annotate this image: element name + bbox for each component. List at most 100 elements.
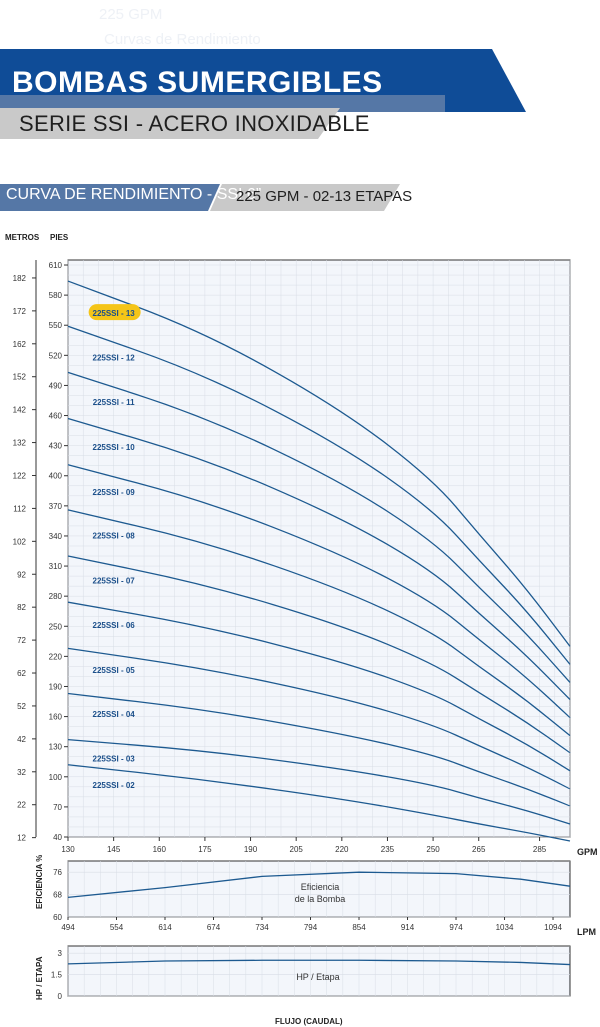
chart-annotation: HP / Etapa [296,972,339,982]
series-label: 225SSI - 08 [93,532,136,541]
hp-axis-label: HP / ETAPA [35,956,44,1000]
plot-area [67,945,571,997]
tick-label-y: 1.5 [51,971,63,980]
faint-title: 225 GPM [99,6,163,23]
banner-gray-band [0,108,340,139]
tick-label-meters: 162 [13,340,27,349]
tick-label-meters: 72 [17,636,26,645]
series-label: 225SSI - 07 [93,576,136,585]
series-label: 225SSI - 10 [93,443,136,452]
performance-chart: METROS PIES GPM 40 70 100 130 160 190 220 250 28… [5,233,598,857]
series-label: 225SSI - 09 [93,488,136,497]
tick-label-feet: 310 [49,562,63,571]
tick-label-lpm: 734 [255,923,269,932]
tick-label-meters: 92 [17,570,26,579]
curve-225ssi-08 [67,509,571,737]
curve-225ssi-06 [67,601,571,772]
tick-label-meters: 182 [13,274,27,283]
tick-label-y: 0 [58,992,63,1001]
chart-annotation: Eficiencia [301,882,340,892]
tick-label-feet: 190 [49,682,63,691]
curve-225ssi-02 [67,764,571,842]
tick-label-gpm: 175 [198,845,212,854]
series-label: 225SSI - 06 [93,621,136,630]
tick-label-meters: 142 [13,406,27,415]
tick-label-meters: 32 [17,768,26,777]
section-left-band [0,184,220,211]
tick-label-gpm: 250 [426,845,440,854]
curve-225ssi-07 [67,555,571,754]
tick-label-feet: 130 [49,743,63,752]
tick-label-lpm: 494 [61,923,75,932]
tick-label-gpm: 145 [107,845,121,854]
tick-label-feet: 220 [49,652,63,661]
tick-label-gpm: 265 [472,845,486,854]
series-label: 225SSI - 04 [93,710,136,719]
tick-label-feet: 370 [49,502,63,511]
chart-annotation: de la Bomba [295,894,346,904]
tick-label-lpm: 794 [304,923,318,932]
tick-label-lpm: 554 [110,923,124,932]
x-axis-title: FLUJO (CAUDAL) [275,1017,343,1026]
hp-chart: HP / ETAPA FLUJO (CAUDAL) 0 1.5 3 HP / Eta… [35,945,571,1026]
curve-225ssi-13 [67,280,571,647]
tick-label-feet: 430 [49,442,63,451]
tick-label-gpm: 160 [153,845,167,854]
curve-225ssi-12 [67,325,571,665]
tick-label-meters: 22 [17,801,26,810]
x-axis-unit-gpm: GPM [577,847,598,857]
curve-225ssi-04 [67,692,571,807]
y-axis-label-meters: METROS [5,233,40,242]
tick-label-feet: 580 [49,291,63,300]
tick-label-gpm: 130 [61,845,75,854]
tick-label-gpm: 235 [381,845,395,854]
section-title: CURVA DE RENDIMIENTO - SSI 6” [6,186,262,203]
tick-label-lpm: 854 [352,923,366,932]
tick-label-y: 60 [53,913,62,922]
section-range: 225 GPM - 02-13 ETAPAS [236,188,413,205]
tick-label-meters: 42 [17,735,26,744]
curve-225ssi-11 [67,371,571,683]
tick-label-feet: 400 [49,472,63,481]
tick-label-y: 68 [53,891,62,900]
tick-label-feet: 40 [53,833,62,842]
efficiency-axis-label: EFICIENCIA % [35,855,44,909]
series-label: 225SSI - 02 [93,781,136,790]
tick-label-lpm: 914 [401,923,415,932]
tick-label-meters: 62 [17,669,26,678]
tick-label-feet: 490 [49,381,63,390]
curve-225ssi-09 [67,464,571,719]
curve-line [67,871,571,899]
tick-label-feet: 280 [49,592,63,601]
tick-label-meters: 112 [13,504,26,513]
section-right-band [210,184,400,211]
y-axis-label-feet: PIES [50,233,69,242]
curve-225ssi-10 [67,417,571,700]
series-label: 225SSI - 13 [93,309,136,318]
tick-label-gpm: 190 [244,845,258,854]
tick-label-gpm: 205 [290,845,304,854]
tick-label-meters: 122 [13,471,27,480]
tick-label-meters: 12 [17,834,26,843]
faint-subtitle: Curvas de Rendimiento [104,31,261,48]
tick-label-lpm: 674 [207,923,221,932]
series-label: 225SSI - 11 [93,398,135,407]
tick-label-feet: 70 [53,803,62,812]
efficiency-chart: EFICIENCIA % LPM 60 68 76 494 554 614 674 734 79… [35,855,596,937]
tick-label-lpm: 1034 [496,923,514,932]
page-title: BOMBAS SUMERGIBLES [12,66,383,99]
tick-label-meters: 132 [13,439,27,448]
header-banner [0,49,526,211]
tick-label-feet: 550 [49,321,63,330]
tick-label-meters: 172 [13,307,27,316]
curve-225ssi-03 [67,739,571,825]
x-axis-unit-lpm: LPM [577,927,596,937]
tick-label-feet: 610 [49,261,63,270]
curve-line [67,959,571,966]
curve-225ssi-05 [67,647,571,790]
series-label: 225SSI - 05 [93,666,136,675]
series-label: 225SSI - 12 [93,353,136,362]
tick-label-feet: 160 [49,713,63,722]
tick-label-lpm: 974 [449,923,463,932]
plot-area [67,259,571,838]
